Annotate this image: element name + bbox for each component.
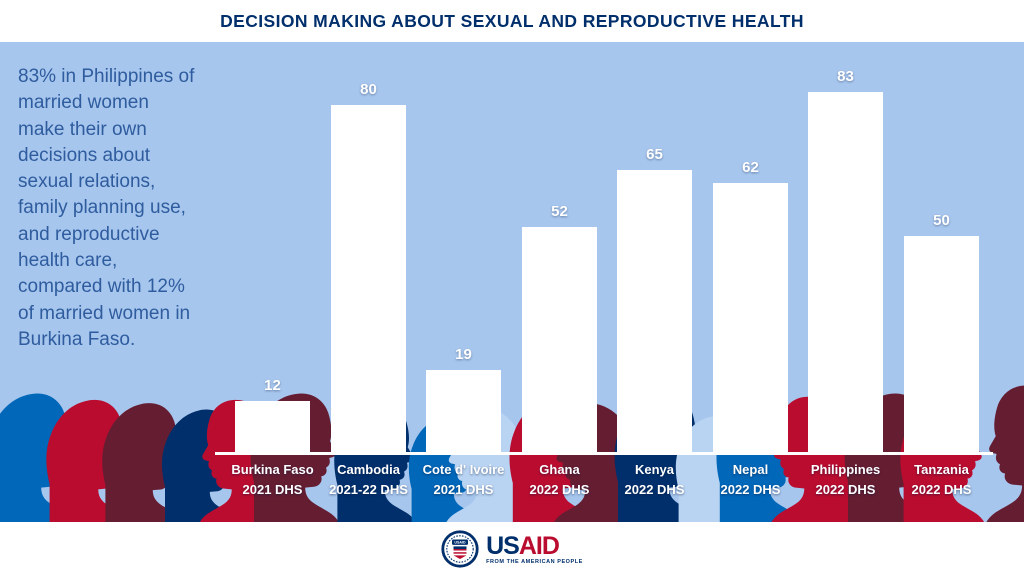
survey-label: 2021 DHS	[242, 482, 303, 497]
bar-tanzania	[904, 236, 979, 453]
key-finding-line: compared with 12%	[18, 276, 185, 298]
key-finding-line: Burkina Faso.	[18, 328, 136, 350]
key-finding-line: of married women in	[18, 302, 191, 324]
bar-kenya	[617, 170, 692, 453]
usaid-wordmark-block: USAID FROM THE AMERICAN PEOPLE	[486, 531, 583, 565]
country-name: Cote d' Ivoire	[422, 462, 505, 477]
bar-value-kenya: 65	[646, 146, 663, 163]
footer-band: USAID USAID FROM THE AMERICAN PEOPLE	[0, 522, 1024, 576]
key-finding-line: decisions about	[18, 144, 151, 166]
bar-label-kenya: Kenya 2022 DHS	[599, 460, 711, 500]
key-finding-line: make their own	[18, 118, 147, 140]
country-name: Tanzania	[914, 462, 969, 477]
seal-usaid-text: USAID	[455, 541, 467, 545]
wordmark-us: US	[486, 531, 520, 560]
key-finding-text: 83% in Philippines of married women make t…	[18, 64, 223, 353]
survey-label: 2021-22 DHS	[329, 482, 408, 497]
key-finding-line: married women	[18, 92, 149, 114]
usaid-tagline: FROM THE AMERICAN PEOPLE	[486, 558, 583, 565]
key-finding-line: family planning use,	[18, 197, 186, 219]
bar-label-ghana: Ghana 2022 DHS	[504, 460, 616, 500]
bar-ghana	[522, 227, 597, 453]
x-axis-line	[215, 452, 993, 455]
bar-nepal	[713, 183, 788, 453]
country-name: Nepal	[732, 462, 769, 477]
usaid-wordmark: USAID	[486, 531, 560, 560]
usaid-logo: USAID USAID FROM THE AMERICAN PEOPLE	[441, 530, 583, 568]
bar-cambodia	[331, 105, 406, 453]
country-name: Cambodia	[337, 462, 400, 477]
bar-label-philippines: Philippines 2022 DHS	[790, 460, 902, 500]
key-finding-line: and reproductive	[18, 223, 160, 245]
bar-value-nepal: 62	[742, 159, 759, 176]
country-name: Burkina Faso	[231, 462, 314, 477]
survey-label: 2022 DHS	[720, 482, 781, 497]
bar-cote-d-ivoire	[426, 370, 501, 453]
bar-label-nepal: Nepal 2022 DHS	[695, 460, 807, 500]
bar-value-cambodia: 80	[360, 81, 377, 98]
bar-value-tanzania: 50	[933, 212, 950, 229]
survey-label: 2021 DHS	[433, 482, 494, 497]
bar-value-burkina-faso: 12	[264, 377, 281, 394]
bar-burkina-faso	[235, 401, 310, 453]
country-name: Ghana	[539, 462, 580, 477]
page-title: DECISION MAKING ABOUT SEXUAL AND REPRODU…	[220, 10, 804, 31]
bar-label-cote-d-ivoire: Cote d' Ivoire 2021 DHS	[408, 460, 520, 500]
bar-label-burkina-faso: Burkina Faso 2021 DHS	[217, 460, 329, 500]
survey-label: 2022 DHS	[529, 482, 590, 497]
key-finding-line: sexual relations,	[18, 171, 156, 193]
bar-label-tanzania: Tanzania 2022 DHS	[886, 460, 998, 500]
bar-value-ghana: 52	[551, 203, 568, 220]
bar-value-philippines: 83	[837, 68, 854, 85]
wordmark-aid: AID	[518, 531, 560, 560]
key-finding-line: health care,	[18, 250, 118, 272]
survey-label: 2022 DHS	[815, 482, 876, 497]
country-name: Kenya	[634, 462, 675, 477]
survey-label: 2022 DHS	[624, 482, 685, 497]
usaid-seal-icon: USAID	[441, 530, 479, 568]
bar-philippines	[808, 92, 883, 453]
survey-label: 2022 DHS	[911, 482, 972, 497]
country-name: Philippines	[810, 462, 881, 477]
bar-value-cote-d-ivoire: 19	[455, 346, 472, 363]
title-band: DECISION MAKING ABOUT SEXUAL AND REPRODU…	[0, 0, 1024, 42]
bar-label-cambodia: Cambodia 2021-22 DHS	[313, 460, 425, 500]
key-finding-line: 83% in Philippines of	[18, 66, 195, 87]
